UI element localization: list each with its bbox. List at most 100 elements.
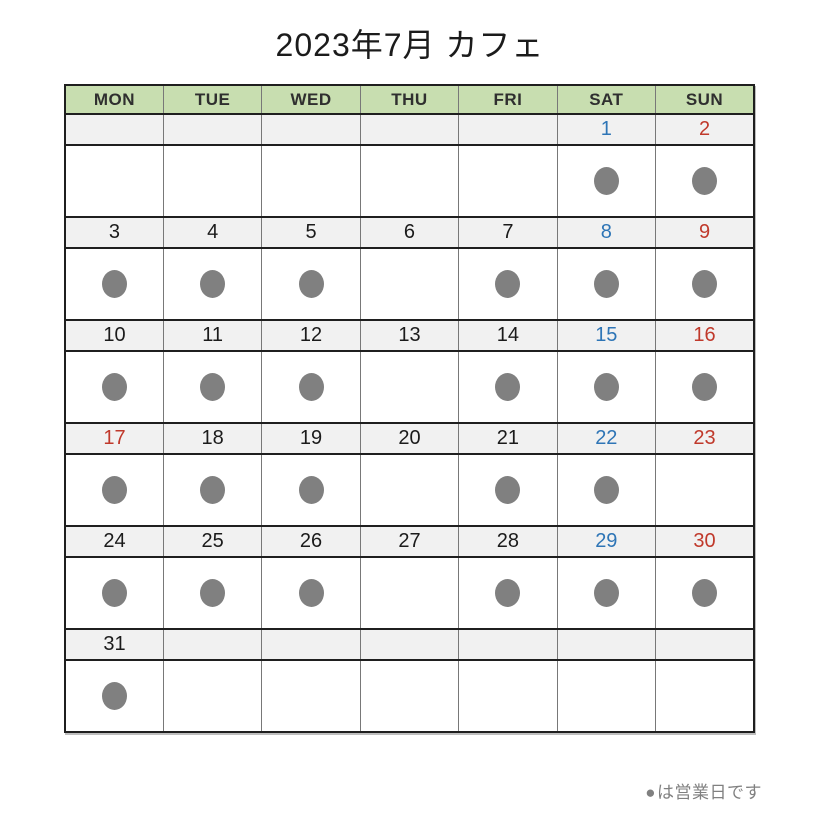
- marker-cell-empty: [458, 144, 558, 218]
- marker-cell-empty: [162, 659, 263, 733]
- closed-marker-cell-13: [359, 350, 460, 424]
- closed-marker-cell-27: [359, 556, 460, 630]
- date-cell-31: 31: [64, 628, 164, 661]
- date-cell-26: 26: [261, 525, 361, 558]
- date-cell-30: 30: [655, 525, 755, 558]
- open-day-dot-icon: [593, 579, 619, 607]
- weekday-header-sun: SUN: [655, 84, 755, 115]
- weekday-header-thu: THU: [359, 84, 460, 115]
- marker-cell-empty: [261, 659, 361, 733]
- open-marker-cell-14: [458, 350, 558, 424]
- date-cell-8: 8: [556, 216, 657, 249]
- date-cell-15: 15: [556, 319, 657, 352]
- weekday-header-tue: TUE: [162, 84, 263, 115]
- open-marker-cell-1: [556, 144, 657, 218]
- marker-cell-empty: [655, 659, 755, 733]
- date-cell-29: 29: [556, 525, 657, 558]
- open-day-dot-icon: [692, 373, 718, 401]
- date-cell-18: 18: [162, 422, 263, 455]
- date-cell-24: 24: [64, 525, 164, 558]
- open-day-dot-icon: [101, 682, 127, 710]
- calendar-header: MON TUE WED THU FRI SAT SUN: [64, 84, 755, 115]
- date-cell-7: 7: [458, 216, 558, 249]
- date-cell-empty: [162, 628, 263, 661]
- open-marker-cell-18: [162, 453, 263, 527]
- weekday-header-fri: FRI: [458, 84, 558, 115]
- date-cell-10: 10: [64, 319, 164, 352]
- open-day-dot-icon: [298, 270, 324, 298]
- marker-row-week-2: [64, 247, 755, 321]
- open-marker-cell-26: [261, 556, 361, 630]
- open-day-dot-icon: [200, 373, 226, 401]
- open-marker-cell-12: [261, 350, 361, 424]
- open-day-dot-icon: [692, 579, 718, 607]
- closed-marker-cell-6: [359, 247, 460, 321]
- open-marker-cell-7: [458, 247, 558, 321]
- date-cell-6: 6: [359, 216, 460, 249]
- open-marker-cell-28: [458, 556, 558, 630]
- open-marker-cell-22: [556, 453, 657, 527]
- open-day-dot-icon: [101, 270, 127, 298]
- open-marker-cell-2: [655, 144, 755, 218]
- date-cell-empty: [261, 628, 361, 661]
- page-title: 2023年7月 カフェ: [275, 27, 545, 63]
- open-day-dot-icon: [495, 270, 521, 298]
- open-day-dot-icon: [692, 167, 718, 195]
- open-day-dot-icon: [692, 270, 718, 298]
- open-day-dot-icon: [495, 373, 521, 401]
- date-cell-28: 28: [458, 525, 558, 558]
- open-day-dot-icon: ●: [645, 783, 656, 802]
- date-cell-12: 12: [261, 319, 361, 352]
- date-cell-empty: [162, 113, 263, 146]
- open-day-dot-icon: [495, 579, 521, 607]
- date-cell-21: 21: [458, 422, 558, 455]
- closed-marker-cell-23: [655, 453, 755, 527]
- open-day-dot-icon: [101, 476, 127, 504]
- open-marker-cell-11: [162, 350, 263, 424]
- open-marker-cell-19: [261, 453, 361, 527]
- date-cell-5: 5: [261, 216, 361, 249]
- date-cell-empty: [458, 113, 558, 146]
- open-marker-cell-17: [64, 453, 164, 527]
- date-cell-empty: [655, 628, 755, 661]
- date-row-week-6: 31: [64, 628, 755, 661]
- marker-cell-empty: [64, 144, 164, 218]
- marker-row-week-3: [64, 350, 755, 424]
- open-marker-cell-3: [64, 247, 164, 321]
- date-cell-13: 13: [359, 319, 460, 352]
- date-cell-19: 19: [261, 422, 361, 455]
- open-day-dot-icon: [298, 579, 324, 607]
- open-marker-cell-16: [655, 350, 755, 424]
- marker-row-week-6: [64, 659, 755, 733]
- marker-cell-empty: [359, 659, 460, 733]
- date-cell-25: 25: [162, 525, 263, 558]
- date-cell-22: 22: [556, 422, 657, 455]
- marker-cell-empty: [359, 144, 460, 218]
- weekday-header-row: MON TUE WED THU FRI SAT SUN: [64, 84, 755, 115]
- open-marker-cell-25: [162, 556, 263, 630]
- open-day-dot-icon: [200, 579, 226, 607]
- open-day-dot-icon: [101, 579, 127, 607]
- date-row-week-5: 24 25 26 27 28 29 30: [64, 525, 755, 558]
- date-cell-empty: [458, 628, 558, 661]
- date-cell-4: 4: [162, 216, 263, 249]
- marker-cell-empty: [162, 144, 263, 218]
- open-marker-cell-15: [556, 350, 657, 424]
- open-marker-cell-30: [655, 556, 755, 630]
- open-day-dot-icon: [495, 476, 521, 504]
- date-cell-empty: [64, 113, 164, 146]
- weekday-header-sat: SAT: [556, 84, 657, 115]
- date-cell-17: 17: [64, 422, 164, 455]
- marker-row-week-1: [64, 144, 755, 218]
- open-marker-cell-29: [556, 556, 657, 630]
- open-day-dot-icon: [593, 476, 619, 504]
- date-cell-9: 9: [655, 216, 755, 249]
- open-marker-cell-10: [64, 350, 164, 424]
- legend: ●は営業日です: [645, 778, 762, 803]
- date-cell-empty: [359, 113, 460, 146]
- date-cell-11: 11: [162, 319, 263, 352]
- open-marker-cell-8: [556, 247, 657, 321]
- closed-marker-cell-20: [359, 453, 460, 527]
